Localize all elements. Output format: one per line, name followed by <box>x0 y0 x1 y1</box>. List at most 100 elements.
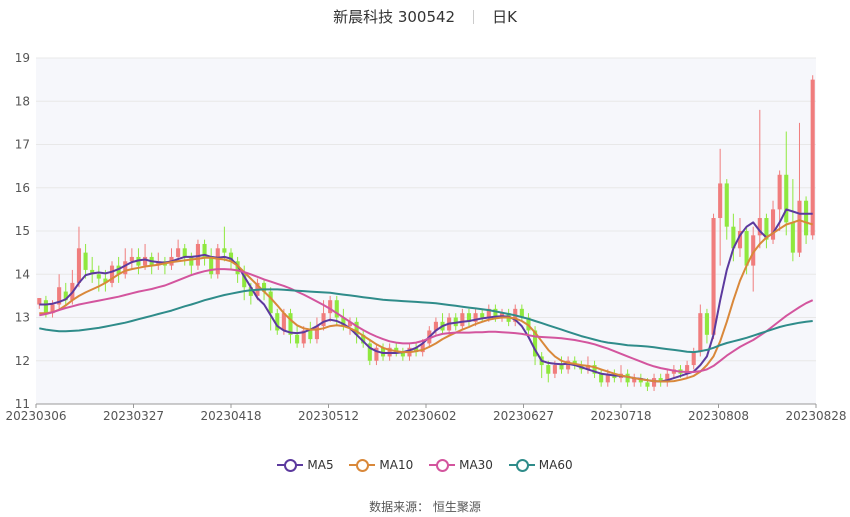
legend-item-ma5[interactable]: MA5 <box>277 458 334 472</box>
candle <box>209 248 214 279</box>
candle <box>731 213 736 262</box>
candle-body <box>770 209 776 240</box>
candle-body <box>737 231 743 249</box>
candle <box>374 343 379 366</box>
candle-body <box>103 278 108 283</box>
candle-body <box>698 313 703 353</box>
candle-body <box>63 291 68 301</box>
candle-body <box>585 365 590 370</box>
candle-body <box>195 243 200 266</box>
candle <box>215 243 220 279</box>
stock-name: 新晨科技 300542 <box>333 8 456 26</box>
series-line-ma60 <box>39 288 813 354</box>
candle-body <box>96 274 101 279</box>
candle <box>519 304 524 322</box>
candle <box>90 256 95 283</box>
candle-body <box>784 174 789 223</box>
candle <box>764 213 769 249</box>
y-tick-label: 17 <box>15 138 30 152</box>
candle-body <box>228 252 234 262</box>
source-provider: 恒生聚源 <box>432 500 481 514</box>
y-tick-label: 13 <box>15 311 30 325</box>
candle <box>420 339 425 357</box>
data-source: 数据来源： 恒生聚源 <box>0 498 850 515</box>
legend-item-ma10[interactable]: MA10 <box>349 458 413 472</box>
candle <box>275 308 280 335</box>
y-tick-label: 15 <box>15 224 30 238</box>
y-tick-label: 14 <box>15 267 30 281</box>
candle-body <box>731 226 736 249</box>
legend-item-ma60[interactable]: MA60 <box>508 458 573 472</box>
candle <box>658 373 663 387</box>
candle-body <box>176 248 181 257</box>
candle-body <box>724 183 729 227</box>
candle <box>123 248 128 279</box>
x-tick-label: 20230718 <box>590 409 651 423</box>
candle <box>202 239 207 266</box>
candle-body <box>480 313 485 318</box>
candle <box>718 148 723 266</box>
candle-body <box>394 347 399 353</box>
candle <box>770 200 776 244</box>
candle-body <box>460 313 465 327</box>
title-divider <box>473 10 475 24</box>
candle-body <box>777 174 782 210</box>
candle-body <box>354 321 359 335</box>
candle-body <box>711 218 716 335</box>
candle <box>268 287 273 331</box>
candle-body <box>295 334 300 344</box>
grid-lines <box>36 57 816 405</box>
legend-item-ma30[interactable]: MA30 <box>429 458 493 472</box>
candle-body <box>685 365 690 374</box>
candle <box>685 360 690 379</box>
candle-body <box>718 183 723 219</box>
candle-body <box>209 256 214 275</box>
candle-body <box>156 261 161 266</box>
candle <box>433 317 438 335</box>
candle-body <box>341 317 346 327</box>
candle-body <box>810 79 815 236</box>
candle-body <box>566 360 571 370</box>
candle <box>546 360 551 383</box>
candle-body <box>400 352 405 357</box>
candle <box>804 196 809 244</box>
candle-body <box>321 313 326 327</box>
x-tick-label: 20230327 <box>103 409 164 423</box>
legend-label-ma30: MA30 <box>459 458 493 472</box>
candle-body <box>592 365 597 374</box>
series-line-ma10 <box>39 219 814 383</box>
candle-body <box>328 300 333 314</box>
candle <box>83 243 88 279</box>
legend-swatch-ma5 <box>277 458 304 472</box>
y-axis: 11 12 13 14 15 16 17 18 19 <box>15 51 30 411</box>
candle <box>784 131 789 236</box>
y-tick-label: 11 <box>15 397 30 411</box>
candle-body <box>599 373 604 383</box>
candle <box>566 356 571 374</box>
candle <box>480 308 485 322</box>
candle <box>414 343 419 357</box>
candle <box>460 308 465 331</box>
y-tick-label: 16 <box>15 181 30 195</box>
candle-body <box>473 313 478 322</box>
legend-label-ma60: MA60 <box>538 458 573 472</box>
x-axis: 20230306 20230327 20230418 20230512 20230602… <box>5 403 847 423</box>
candle <box>466 308 472 327</box>
candle <box>625 369 630 387</box>
x-tick-label: 20230418 <box>200 409 261 423</box>
candle-body <box>235 261 240 275</box>
candle-body <box>222 248 227 253</box>
candle-body <box>790 222 795 253</box>
y-tick-label: 12 <box>15 354 30 368</box>
candle-body <box>76 248 82 283</box>
candle-body <box>90 269 95 275</box>
candle-body <box>281 313 286 331</box>
candle-body <box>308 330 313 340</box>
candle <box>37 298 42 309</box>
candle-body <box>632 378 637 383</box>
x-tick-label: 20230808 <box>688 409 749 423</box>
candle-body <box>486 308 491 318</box>
candle <box>797 122 802 257</box>
candle-body <box>420 343 425 353</box>
candle-body <box>242 274 247 288</box>
